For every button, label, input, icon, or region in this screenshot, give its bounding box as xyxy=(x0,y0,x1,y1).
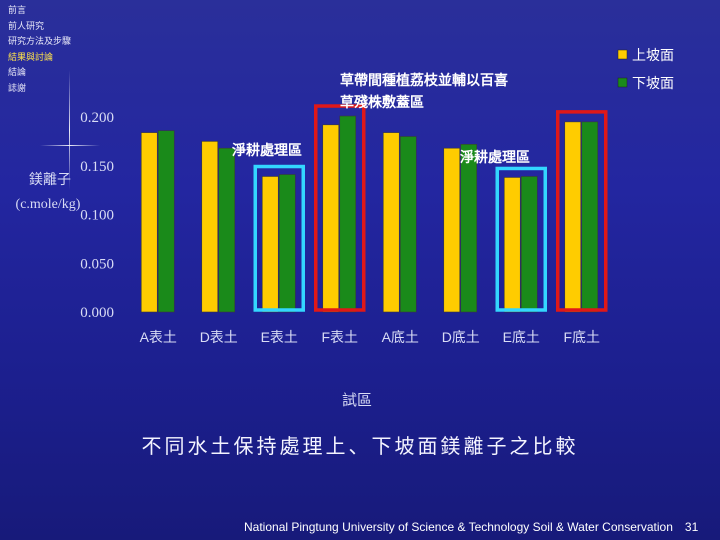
highlight-box xyxy=(314,104,366,312)
bar-lower xyxy=(399,136,417,313)
nav-item-methods[interactable]: 研究方法及步驟 xyxy=(8,37,72,47)
y-tick-label: 0.050 xyxy=(80,256,114,272)
bar-upper xyxy=(140,132,158,313)
x-tick-label: F底土 xyxy=(563,329,600,345)
x-tick-label: E表土 xyxy=(261,329,298,345)
highlight-box xyxy=(556,110,608,312)
slide-caption: 不同水土保持處理上、下坡面鎂離子之比較 xyxy=(141,434,579,458)
legend-label-upper: 上坡面 xyxy=(632,47,674,63)
bar-upper xyxy=(443,147,461,313)
x-tick-label: A表土 xyxy=(140,329,177,345)
y-tick-label: 0.150 xyxy=(80,159,114,175)
section-nav: 前言 前人研究 研究方法及步驟 結果與討論 結論 誌謝 xyxy=(8,4,71,97)
y-tick-label: 0.000 xyxy=(80,305,114,321)
x-tick-label: A底土 xyxy=(382,329,419,345)
bar-upper xyxy=(322,124,340,313)
nav-item-previous-research[interactable]: 前人研究 xyxy=(8,21,45,32)
bar-lower xyxy=(157,130,175,313)
decorative-sparkle-horizontal xyxy=(40,145,100,146)
footer: National Pingtung University of Science … xyxy=(244,520,698,534)
y-axis-label-line1: 鎂離子 xyxy=(29,171,71,187)
bar-lower xyxy=(278,174,296,313)
annotation-clean-right: 淨耕處理區 xyxy=(460,150,530,166)
bar-upper xyxy=(261,176,279,313)
nav-item-results[interactable]: 結果與討論 xyxy=(8,52,54,63)
x-axis-label: 試區 xyxy=(342,392,372,409)
bar-lower xyxy=(218,147,236,313)
legend-swatch-lower xyxy=(617,77,628,88)
decorative-sparkle-vertical xyxy=(69,70,70,190)
annotation-grass-line2: 草殘株敷蓋區 xyxy=(340,95,424,111)
footer-institution: National Pingtung University of Science … xyxy=(244,520,673,534)
legend-label-lower: 下坡面 xyxy=(632,75,674,91)
nav-item-acknowledgement[interactable]: 誌謝 xyxy=(8,83,27,94)
bar-lower xyxy=(581,121,599,313)
bar-upper xyxy=(564,121,582,313)
bar-lower xyxy=(339,115,357,313)
chart-legend: 上坡面 下坡面 xyxy=(617,47,674,91)
y-axis-label-line2: (c.mole/kg) xyxy=(16,197,81,212)
y-tick-label: 0.200 xyxy=(80,110,114,126)
y-tick-label: 0.100 xyxy=(80,208,114,224)
bar-upper xyxy=(382,132,400,313)
page-number: 31 xyxy=(684,520,699,534)
bar-upper xyxy=(201,141,219,313)
x-tick-label: D表土 xyxy=(200,329,238,345)
bar-lower xyxy=(460,144,478,313)
x-tick-label: E底土 xyxy=(503,329,540,345)
nav-item-conclusion[interactable]: 結論 xyxy=(8,68,27,78)
bar-lower xyxy=(520,176,538,313)
nav-item-intro[interactable]: 前言 xyxy=(8,6,27,16)
highlight-box xyxy=(495,166,547,312)
annotation-clean-left: 淨耕處理區 xyxy=(232,143,302,159)
x-tick-label: F表土 xyxy=(321,329,358,345)
annotation-grass-line1: 草帶間種植荔枝並輔以百喜 xyxy=(340,73,508,89)
annotation-grass-mulch: 草帶間種植荔枝並輔以百喜 草殘株敷蓋區 xyxy=(340,70,508,114)
bar-upper xyxy=(503,177,521,313)
legend-swatch-upper xyxy=(617,49,628,60)
highlight-box xyxy=(253,164,305,312)
x-tick-label: D底土 xyxy=(442,329,480,345)
